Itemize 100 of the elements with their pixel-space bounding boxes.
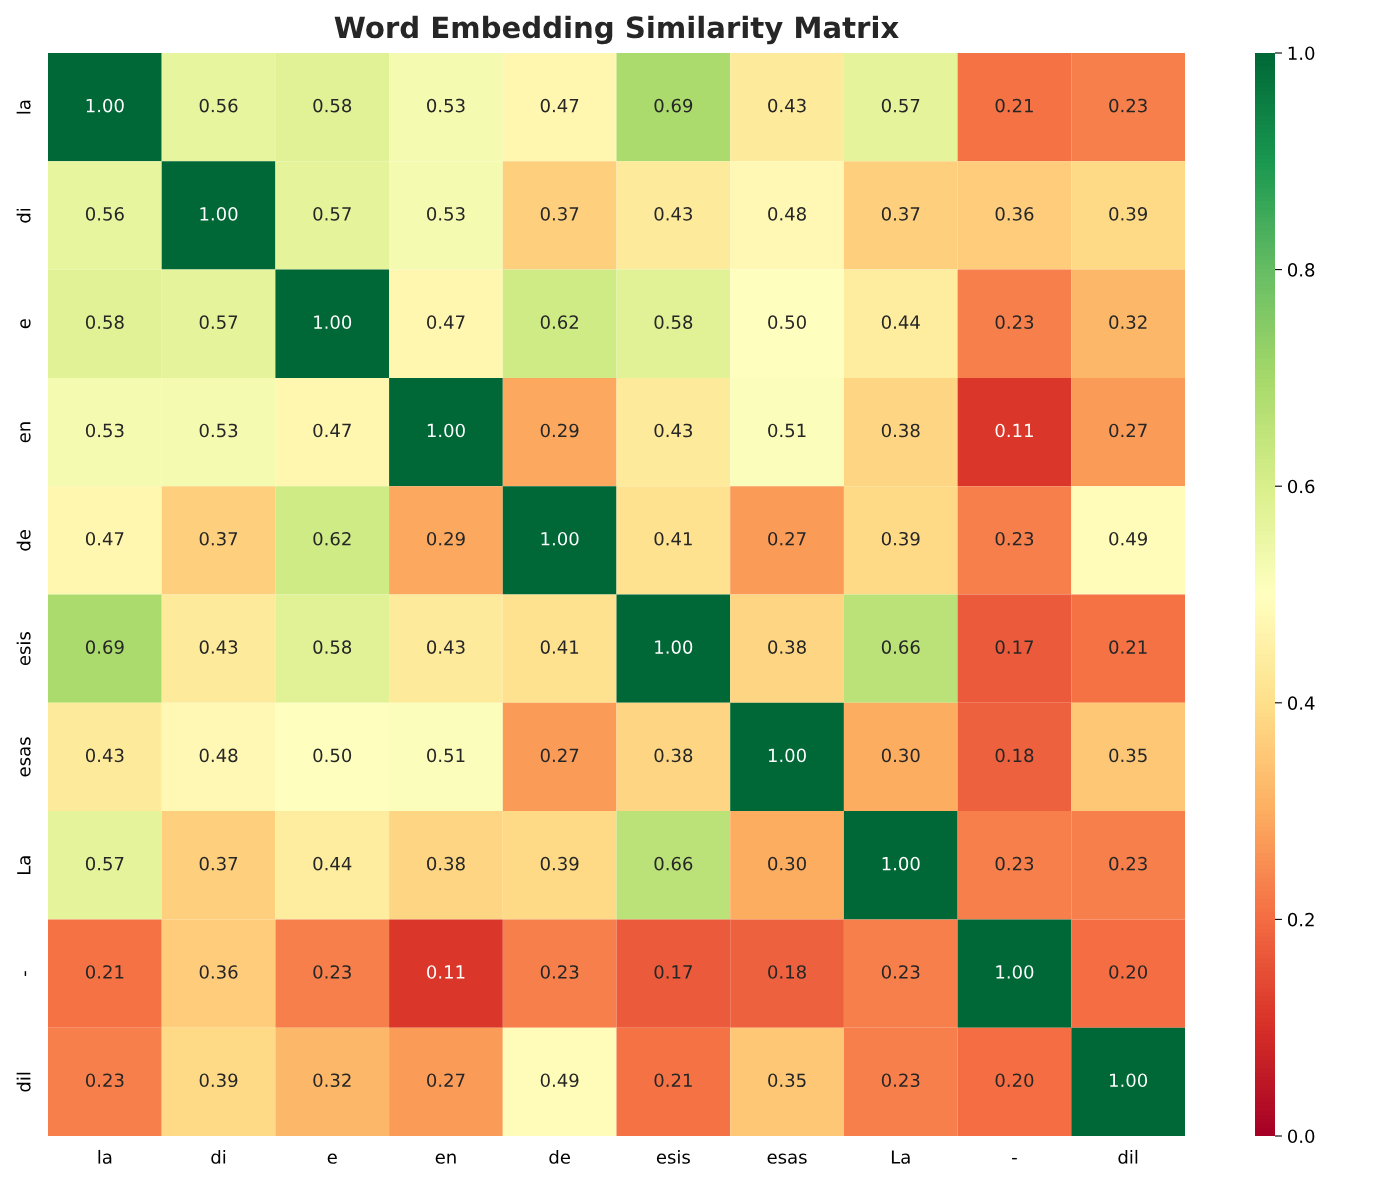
data-label: 0.47: [85, 531, 124, 546]
data-label: 0.30: [881, 748, 920, 763]
data-label: 0.58: [313, 98, 352, 113]
data-label: 0.51: [768, 423, 806, 438]
color-bar-label: 0.2: [1288, 912, 1314, 927]
data-label: 0.69: [654, 98, 693, 113]
y-tick-label: La: [17, 856, 31, 875]
data-label: 0.66: [654, 856, 693, 871]
y-tick-label: la: [16, 100, 31, 114]
data-label: 0.53: [199, 423, 238, 438]
data-label: 0.37: [199, 531, 238, 546]
chart-title: Word Embedding Similarity Matrix: [334, 15, 899, 45]
data-label: 0.39: [199, 1073, 238, 1088]
x-tick-label: esas: [767, 1153, 807, 1164]
data-label: 0.44: [313, 856, 352, 871]
data-label: 0.43: [768, 98, 806, 113]
data-label: 0.58: [654, 315, 693, 329]
data-label: 0.38: [427, 856, 465, 871]
data-label: 0.23: [995, 856, 1034, 871]
x-tick-label: La: [891, 1150, 910, 1164]
data-label: 0.48: [768, 207, 806, 221]
data-label: 0.20: [1109, 965, 1148, 979]
x-tick-label: di: [211, 1149, 226, 1164]
data-label: 0.44: [881, 315, 920, 329]
x-tick-label: en: [435, 1153, 456, 1164]
data-label: 0.21: [85, 965, 124, 979]
data-label: 0.56: [85, 207, 124, 221]
data-label: 0.41: [540, 640, 579, 654]
data-label: 1.00: [1110, 1073, 1148, 1088]
data-label: 1.00: [996, 965, 1034, 979]
x-tick-label: de: [549, 1149, 570, 1164]
data-label: 0.37: [199, 856, 238, 871]
data-label: 0.21: [654, 1073, 692, 1088]
data-label: 0.43: [427, 640, 465, 654]
data-label: 0.23: [313, 965, 351, 979]
data-label: 0.66: [881, 640, 920, 654]
data-label: 0.47: [313, 423, 351, 438]
data-label: 0.49: [1109, 531, 1147, 546]
data-label: 0.36: [995, 207, 1034, 221]
color-bar-label: 0.8: [1288, 263, 1315, 277]
data-label: 0.18: [768, 965, 806, 979]
data-label: 0.43: [654, 207, 692, 221]
data-label: 0.49: [540, 1073, 579, 1088]
data-label: 0.47: [540, 98, 579, 113]
data-label: 0.39: [1109, 207, 1147, 221]
data-label: 0.53: [85, 423, 124, 438]
data-label: 0.21: [995, 98, 1033, 113]
data-label: 0.23: [995, 315, 1034, 329]
y-tick-label: -: [24, 971, 27, 976]
data-label: 0.50: [313, 748, 352, 763]
data-label: 0.32: [313, 1073, 351, 1088]
x-tick-label: esis: [656, 1149, 690, 1164]
data-label: 0.23: [1109, 98, 1147, 113]
data-label: 0.23: [995, 531, 1034, 546]
data-label: 1.00: [427, 423, 465, 438]
data-label: 0.37: [540, 207, 579, 221]
y-tick-label: esas: [20, 737, 31, 777]
data-label: 0.20: [995, 1073, 1034, 1088]
data-label: 0.48: [199, 748, 238, 763]
data-label: 0.17: [995, 640, 1034, 654]
data-label: 0.62: [540, 315, 578, 329]
data-label: 0.11: [427, 965, 465, 979]
data-label: 0.57: [199, 315, 238, 329]
data-label: 0.11: [995, 423, 1033, 438]
data-label: 0.56: [199, 98, 238, 113]
data-label: 0.29: [427, 531, 465, 546]
data-label: 0.51: [427, 748, 465, 763]
data-label: 1.00: [314, 315, 352, 329]
data-label: 0.35: [768, 1073, 806, 1088]
color-bar-label: 0.4: [1288, 696, 1315, 710]
data-label: 0.57: [85, 856, 124, 871]
data-label: 0.27: [427, 1073, 465, 1088]
data-label: 0.30: [768, 856, 806, 871]
x-tick-label: -: [1012, 1157, 1017, 1160]
data-label: 0.27: [1109, 423, 1147, 438]
data-label: 0.38: [881, 423, 920, 438]
data-label: 0.69: [85, 640, 124, 654]
data-label: 0.57: [881, 98, 920, 113]
data-label: 0.37: [881, 207, 920, 221]
data-label: 0.21: [1109, 640, 1147, 654]
data-label: 1.00: [541, 531, 579, 546]
data-label: 0.32: [1109, 315, 1147, 329]
data-label: 0.58: [85, 315, 124, 329]
data-label: 0.47: [427, 315, 465, 329]
data-label: 0.38: [768, 640, 806, 654]
color-bar-label: 0.0: [1288, 1129, 1315, 1144]
data-label: 0.36: [199, 965, 238, 979]
data-label: 0.35: [1109, 748, 1147, 763]
data-label: 0.41: [654, 531, 692, 546]
data-label: 0.18: [995, 748, 1034, 763]
color-bar-label: 0.6: [1288, 479, 1315, 494]
y-tick-label: di: [16, 208, 31, 223]
data-label: 0.27: [768, 531, 806, 546]
data-label: 0.27: [540, 748, 579, 763]
x-tick-label: e: [327, 1153, 337, 1164]
data-label: 1.00: [768, 748, 806, 763]
data-label: 1.00: [200, 207, 238, 221]
y-tick-label: en: [20, 422, 31, 443]
y-tick-label: esis: [16, 632, 31, 666]
data-label: 0.43: [654, 423, 692, 438]
